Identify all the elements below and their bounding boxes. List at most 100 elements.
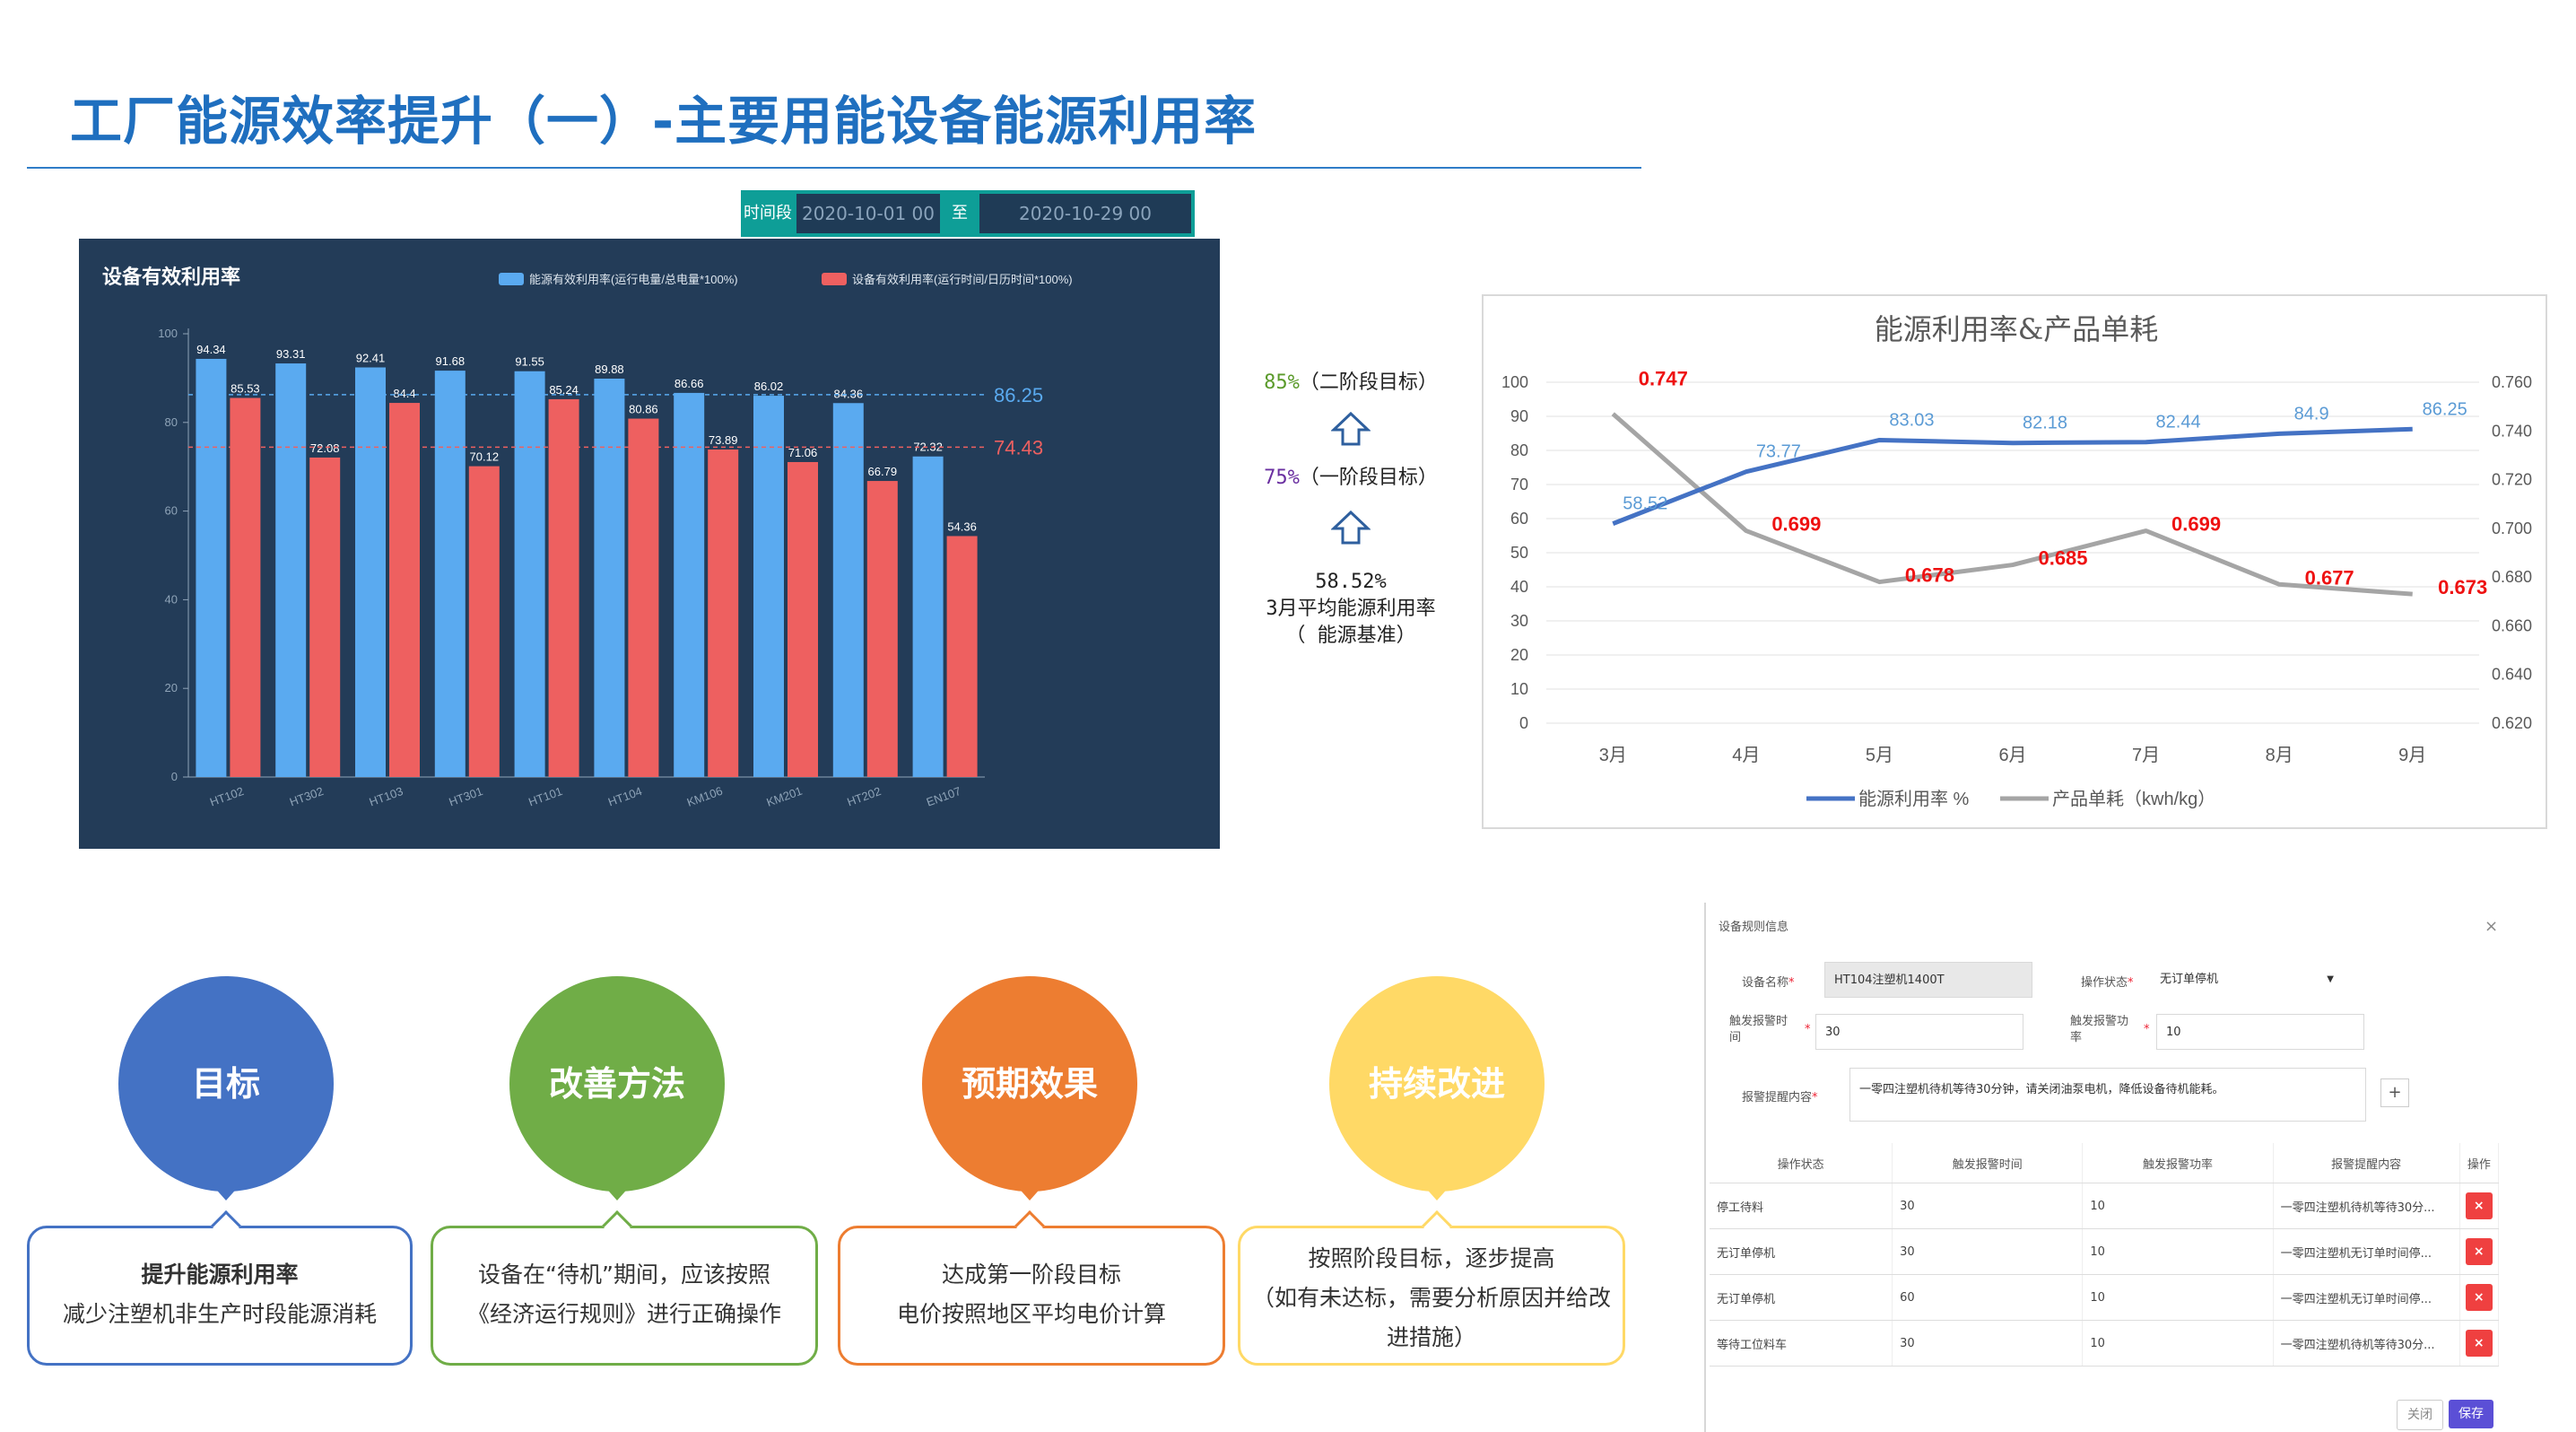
baseline-line1: 3月平均能源利用率 bbox=[1266, 598, 1436, 620]
x-tick-label: HT104 bbox=[606, 784, 644, 808]
rules-table: 操作状态 触发报警时间 触发报警功率 报警提醒内容 操作 停工待料 30 10 一零四… bbox=[1710, 1143, 2500, 1367]
y-tick-label: 0 bbox=[171, 770, 178, 783]
legend-swatch bbox=[499, 273, 524, 285]
baseline-value: 58.52% bbox=[1315, 571, 1387, 593]
card-line3: 进措施） bbox=[1386, 1324, 1476, 1350]
save-button[interactable]: 保存 bbox=[2449, 1400, 2493, 1428]
x-tick-label: HT202 bbox=[845, 784, 883, 808]
bar bbox=[434, 371, 466, 777]
card-circle-2: 预期效果 bbox=[922, 976, 1137, 1192]
target-stage-2: 85%（二阶段目标） bbox=[1243, 366, 1458, 395]
cell-content: 一零四注塑机无订单时间停... bbox=[2273, 1228, 2460, 1275]
alarm-content-label: 报警提醒内容* bbox=[1742, 1091, 1818, 1105]
y-left-tick-label: 70 bbox=[1510, 476, 1528, 493]
start-date-input[interactable]: 2020-10-01 00 bbox=[796, 194, 940, 233]
operation-state-select[interactable]: 无订单停机 ▼ bbox=[2151, 962, 2346, 998]
consumption-data-label: 0.685 bbox=[2038, 547, 2087, 570]
table-row: 无订单停机 30 10 一零四注塑机无订单时间停... × bbox=[1710, 1228, 2500, 1275]
bar-value-label: 89.88 bbox=[595, 362, 624, 376]
y-tick-label: 20 bbox=[165, 681, 178, 694]
col-action: 操作 bbox=[2459, 1143, 2500, 1183]
bar-value-label: 84.36 bbox=[834, 387, 864, 400]
x-tick-label: HT103 bbox=[368, 784, 405, 808]
efficiency-data-label: 82.44 bbox=[2156, 413, 2201, 432]
add-button[interactable]: + bbox=[2380, 1078, 2409, 1107]
consumption-data-label: 0.678 bbox=[1905, 564, 1954, 587]
chart-title: 设备有效利用率 bbox=[102, 266, 240, 288]
page-title: 工厂能源效率提升（一）-主要用能设备能源利用率 bbox=[70, 91, 1258, 152]
bar bbox=[355, 367, 386, 777]
cell-power: 10 bbox=[2082, 1320, 2274, 1367]
card-circle-tail bbox=[603, 1184, 631, 1201]
cell-power: 10 bbox=[2082, 1183, 2274, 1229]
required-mark: * bbox=[1805, 1023, 1811, 1036]
bar-value-label: 94.34 bbox=[196, 343, 226, 356]
cancel-button[interactable]: 关闭 bbox=[2397, 1400, 2443, 1430]
delete-row-button[interactable]: × bbox=[2465, 1192, 2493, 1219]
trigger-time-input[interactable]: 30 bbox=[1815, 1014, 2023, 1050]
x-tick-label: HT302 bbox=[288, 784, 326, 808]
bar bbox=[468, 466, 500, 777]
x-tick-label: 4月 bbox=[1732, 746, 1760, 765]
delete-row-button[interactable]: × bbox=[2465, 1238, 2493, 1265]
efficiency-data-label: 83.03 bbox=[1889, 410, 1934, 430]
required-mark-2: * bbox=[2144, 1023, 2150, 1036]
cell-action: × bbox=[2459, 1274, 2500, 1321]
cell-content: 一零四注塑机无订单时间停... bbox=[2273, 1274, 2460, 1321]
close-icon[interactable]: × bbox=[2485, 917, 2499, 936]
card-line2: （如有未达标，需要分析原因并给改 bbox=[1251, 1285, 1611, 1311]
legend-label-consumption: 产品单耗（kwh/kg） bbox=[2052, 789, 2215, 809]
bar-value-label: 92.41 bbox=[356, 351, 386, 364]
y-right-tick-label: 0.680 bbox=[2492, 568, 2532, 586]
y-right-tick-label: 0.640 bbox=[2492, 666, 2532, 684]
device-name-label: 设备名称* bbox=[1742, 976, 1795, 990]
up-arrow-icon bbox=[1330, 411, 1371, 450]
series-line-efficiency bbox=[1612, 426, 2413, 526]
date-range-separator: 至 bbox=[952, 204, 968, 223]
card-box-3: 按照阶段目标，逐步提高 （如有未达标，需要分析原因并给改 进措施） bbox=[1238, 1226, 1625, 1366]
bar-value-label: 80.86 bbox=[629, 403, 658, 416]
cell-time: 30 bbox=[1892, 1228, 2084, 1275]
bar-value-label: 72.32 bbox=[913, 441, 943, 454]
date-range-label: 时间段 bbox=[744, 204, 792, 223]
end-date-input[interactable]: 2020-10-29 00 bbox=[979, 194, 1191, 233]
y-left-tick-label: 10 bbox=[1510, 680, 1528, 698]
bar bbox=[708, 449, 739, 777]
delete-row-button[interactable]: × bbox=[2465, 1284, 2493, 1311]
bar-value-label: 71.06 bbox=[788, 446, 818, 459]
y-left-tick-label: 40 bbox=[1510, 578, 1528, 596]
y-left-tick-label: 0 bbox=[1519, 714, 1528, 732]
x-tick-label: 5月 bbox=[1866, 746, 1893, 765]
card-box-2: 达成第一阶段目标 电价按照地区平均电价计算 bbox=[838, 1226, 1225, 1366]
card-circle-1: 改善方法 bbox=[509, 976, 725, 1192]
card-circle-3: 持续改进 bbox=[1329, 976, 1545, 1192]
bar-value-label: 91.55 bbox=[515, 355, 544, 369]
x-tick-label: 6月 bbox=[1998, 746, 2026, 765]
bar-value-label: 86.66 bbox=[674, 377, 704, 390]
cell-power: 10 bbox=[2082, 1228, 2274, 1275]
legend-swatch bbox=[822, 273, 847, 285]
y-left-tick-label: 50 bbox=[1510, 544, 1528, 562]
y-tick-label: 40 bbox=[165, 592, 178, 606]
bar bbox=[912, 456, 944, 777]
cell-state: 等待工位料车 bbox=[1710, 1320, 1893, 1367]
cell-time: 30 bbox=[1892, 1183, 2084, 1229]
device-name-field[interactable]: HT104注塑机1400T bbox=[1824, 962, 2032, 998]
target-stage-1: 75%（一阶段目标） bbox=[1243, 461, 1458, 490]
dialog-title: 设备规则信息 bbox=[1719, 921, 1789, 934]
bar bbox=[753, 396, 784, 777]
trigger-time-label: 触发报警时间 bbox=[1729, 1015, 1788, 1044]
card-line1: 按照阶段目标，逐步提高 bbox=[1308, 1245, 1555, 1271]
y-right-tick-label: 0.660 bbox=[2492, 616, 2532, 634]
card-line2: 减少注塑机非生产时段能源消耗 bbox=[62, 1301, 377, 1327]
bar-chart-svg: 设备有效利用率 能源有效利用率(运行电量/总电量*100%) 设备有效利用率(运行时… bbox=[102, 266, 1073, 809]
trigger-power-input[interactable]: 10 bbox=[2156, 1014, 2364, 1050]
alarm-content-textarea[interactable]: 一零四注塑机待机等待30分钟，请关闭油泵电机，降低设备待机能耗。 bbox=[1849, 1068, 2366, 1122]
card-line1: 提升能源利用率 bbox=[141, 1262, 299, 1288]
col-power: 触发报警功率 bbox=[2082, 1143, 2274, 1183]
delete-row-button[interactable]: × bbox=[2465, 1330, 2493, 1357]
efficiency-data-label: 82.18 bbox=[2023, 414, 2067, 433]
x-tick-label: 3月 bbox=[1599, 746, 1627, 765]
bar bbox=[230, 397, 261, 777]
x-tick-label: 9月 bbox=[2398, 746, 2426, 765]
